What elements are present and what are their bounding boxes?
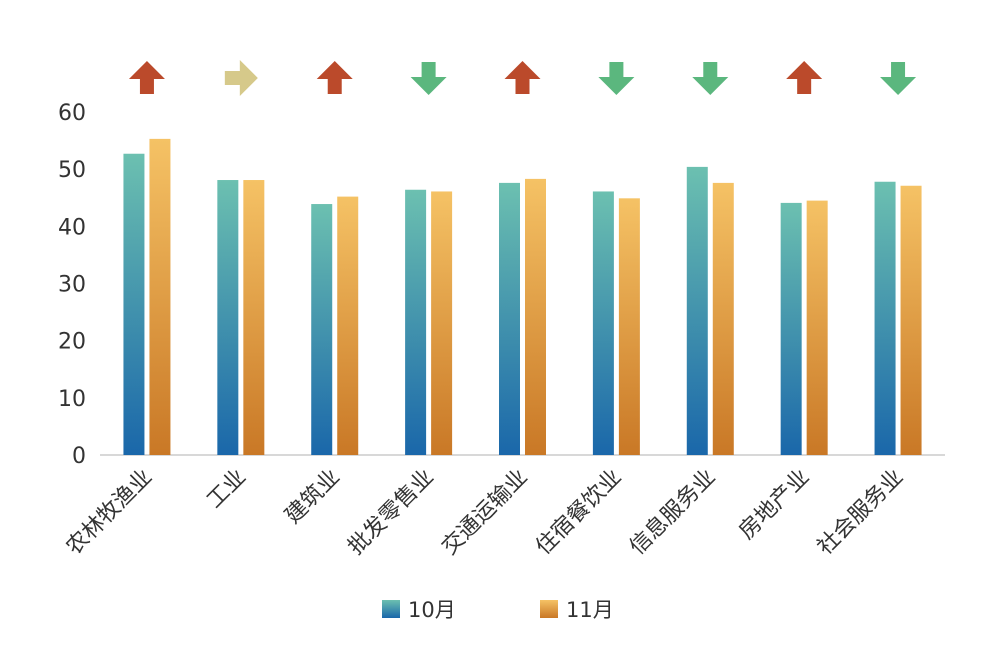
y-tick-label: 60: [58, 101, 86, 126]
y-tick-label: 0: [72, 444, 86, 469]
trend-arrow-down-icon: [598, 62, 635, 95]
legend-label-series-1: 10月: [408, 598, 456, 622]
legend-swatch-series-2: [540, 600, 558, 618]
legend-label-series-2: 11月: [566, 598, 614, 622]
x-category-label: 批发零售业: [343, 465, 438, 560]
trend-arrow-down-icon: [410, 62, 447, 95]
x-category-label: 住宿餐饮业: [531, 465, 626, 560]
bar-series-1: [405, 189, 427, 455]
y-tick-label: 40: [58, 215, 86, 240]
x-category-label: 房地产业: [734, 465, 814, 545]
x-category-label: 信息服务业: [625, 465, 720, 560]
y-axis: 0 10 20 30 40 50 60: [58, 101, 86, 469]
bar-series-1: [780, 202, 802, 455]
bar-series-2: [806, 200, 828, 455]
bar-series-2: [900, 185, 922, 455]
trend-arrow-up-icon: [786, 61, 823, 94]
bar-series-1: [686, 166, 708, 455]
bar-series-2: [337, 196, 359, 455]
legend-swatch-series-1: [382, 600, 400, 618]
trend-arrow-down-icon: [880, 62, 917, 95]
bar-series-2: [618, 198, 640, 456]
y-tick-label: 20: [58, 330, 86, 355]
bar-series-2: [149, 138, 171, 455]
trend-arrow-up-icon: [128, 61, 165, 94]
trend-arrows: [128, 60, 917, 96]
bar-series-2: [243, 180, 265, 456]
legend: 10月 11月: [0, 594, 1000, 624]
bar-series-1: [499, 182, 520, 456]
y-tick-label: 50: [58, 158, 86, 183]
bar-chart: 0 10 20 30 40 50 60 农林牧渔业 工业 建筑业批发零售业交通运输业住宿餐饮业信…: [58, 60, 945, 560]
legend-item-series-1: 10月: [382, 594, 456, 624]
bar-series-1: [311, 204, 333, 455]
bar-series-1: [592, 191, 614, 455]
x-category-label: 农林牧渔业: [62, 465, 157, 560]
trend-arrow-up-icon: [504, 61, 541, 94]
bar-series-2: [525, 178, 546, 455]
trend-arrow-down-icon: [692, 62, 729, 95]
bar-series-1: [217, 180, 239, 456]
y-tick-label: 30: [58, 273, 86, 298]
x-category-label: 社会服务业: [813, 465, 908, 560]
trend-arrow-flat-icon: [224, 60, 258, 96]
bar-series-2: [712, 182, 734, 456]
x-category-label: 工业: [202, 465, 251, 514]
bar-series-2: [431, 191, 453, 455]
bar-series-1: [123, 153, 145, 455]
y-tick-label: 10: [58, 387, 86, 412]
bars: [123, 138, 922, 456]
legend-item-series-2: 11月: [540, 594, 614, 624]
trend-arrow-up-icon: [316, 61, 353, 94]
x-category-label: 建筑业: [281, 465, 345, 529]
bar-series-1: [874, 181, 896, 455]
x-category-label: 交通运输业: [437, 465, 532, 560]
